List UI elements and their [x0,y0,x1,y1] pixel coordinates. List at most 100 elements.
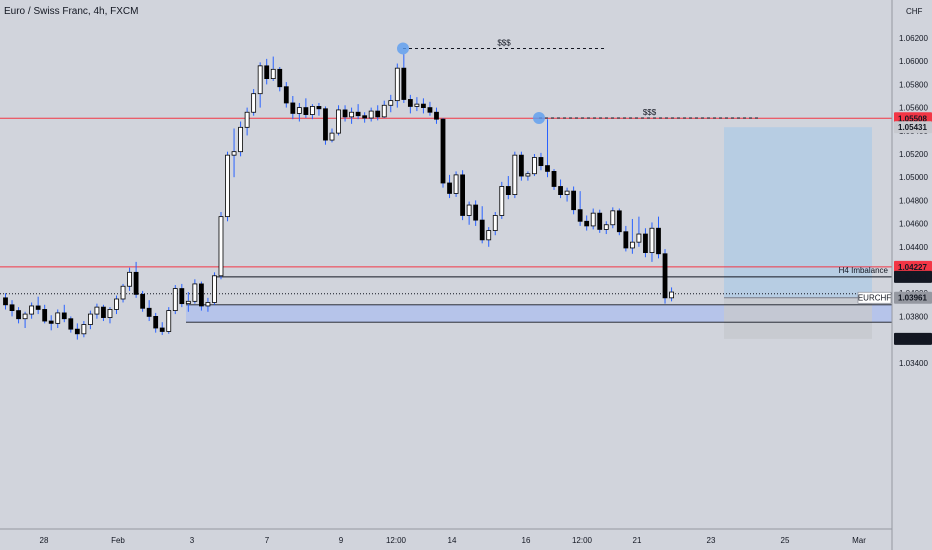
candle [479,206,485,244]
candle-body-down [597,212,603,230]
candle-body-down [264,65,270,79]
symbol-tag: EURCHF [857,291,892,304]
candle-body-up [257,65,263,95]
candle [303,98,309,119]
candle-body-up [251,93,257,113]
candle-body-down [616,210,622,233]
candle-body-up [388,100,394,106]
candle-body-down [577,209,583,222]
candle [414,97,420,112]
price-label-box [894,121,932,134]
candle-body-down [551,170,557,187]
candle-body-up [166,310,172,332]
candle-body-down [447,182,452,194]
x-tick-label: 14 [448,536,457,545]
y-tick-label: 1.05800 [899,80,928,89]
candle-body-up [94,306,100,315]
candle [643,228,648,258]
candle [55,309,61,328]
candle [101,304,106,322]
candle-body-up [414,103,420,107]
candle [440,118,446,188]
candle-body-down [518,154,524,177]
candle [603,221,609,235]
y-tick-label: 1.04600 [899,220,928,229]
chart-title: Euro / Swiss Franc, 4h, FXCM [4,6,138,17]
liquidity-annotation-1: $$$ [643,108,657,117]
price-label: 1.03606 [894,332,932,345]
candle-body-up [231,151,237,156]
candle-body-up [532,157,537,175]
candle [146,300,152,322]
candle-body-up [107,309,113,318]
candle-body-up [453,174,459,194]
y-tick-label: 1.04400 [899,243,928,252]
candle [140,290,146,312]
candle-body-down [407,99,413,107]
candle-body-up [636,233,642,243]
candle [434,107,439,124]
candle-body-up [499,186,505,216]
candle [336,105,341,136]
candle [74,323,80,340]
x-tick-label: 9 [339,536,344,545]
candle-body-down [101,306,106,318]
candle-body-down [662,253,668,299]
candle-body-up [649,227,655,254]
y-tick-label: 1.06000 [899,57,928,66]
price-label-box [894,270,932,283]
x-tick-label: 23 [707,536,716,545]
y-tick-label: 1.06200 [899,34,928,43]
x-tick-label: 21 [633,536,642,545]
candle [16,307,21,324]
candle-body-down [316,106,322,110]
candle [388,94,394,113]
candle [636,216,642,247]
candle-body-down [571,190,577,211]
y-tick-label: 1.05200 [899,150,928,159]
x-tick-label: Mar [852,536,866,545]
candle-body-up [603,224,609,230]
candle-body-down [3,297,8,306]
candle-body-down [362,115,368,119]
candle [564,187,570,202]
candle-body-up [55,312,61,324]
candle [329,128,335,143]
candle-body-down [133,271,139,295]
y-tick-label: 1.05600 [899,104,928,113]
candle-body-down [153,315,159,329]
target-zone [724,127,872,298]
candle [590,208,596,230]
candle-body-down [538,157,544,166]
candle [342,105,348,122]
candle-body-up [669,291,674,299]
candle [127,267,132,291]
candle [238,121,243,157]
candle-body-up [349,111,354,118]
candle [381,100,387,119]
candle-body-down [584,220,590,227]
liquidity-marker-1[interactable] [533,112,545,125]
candle [512,151,518,199]
candle-body-down [460,174,466,216]
candle [244,107,250,136]
line-label-h4-imbalance: H4 Imbalance [839,266,889,275]
liquidity-marker-0[interactable] [397,42,409,55]
candle-body-up [81,324,87,335]
candle [368,107,374,122]
candle [159,322,165,335]
candle [597,209,603,233]
candle [185,292,191,312]
candle-body-down [473,204,479,221]
candle-body-up [564,190,570,195]
candle [316,102,322,116]
symbol-tag-text: EURCHF [858,294,891,303]
candle-body-up [381,104,387,118]
x-tick-label: Feb [111,536,125,545]
candle [447,174,452,199]
x-tick-label: 16 [522,536,531,545]
candle [656,216,661,259]
candle [407,94,413,114]
candle-body-down [375,110,381,118]
candle [558,179,563,199]
